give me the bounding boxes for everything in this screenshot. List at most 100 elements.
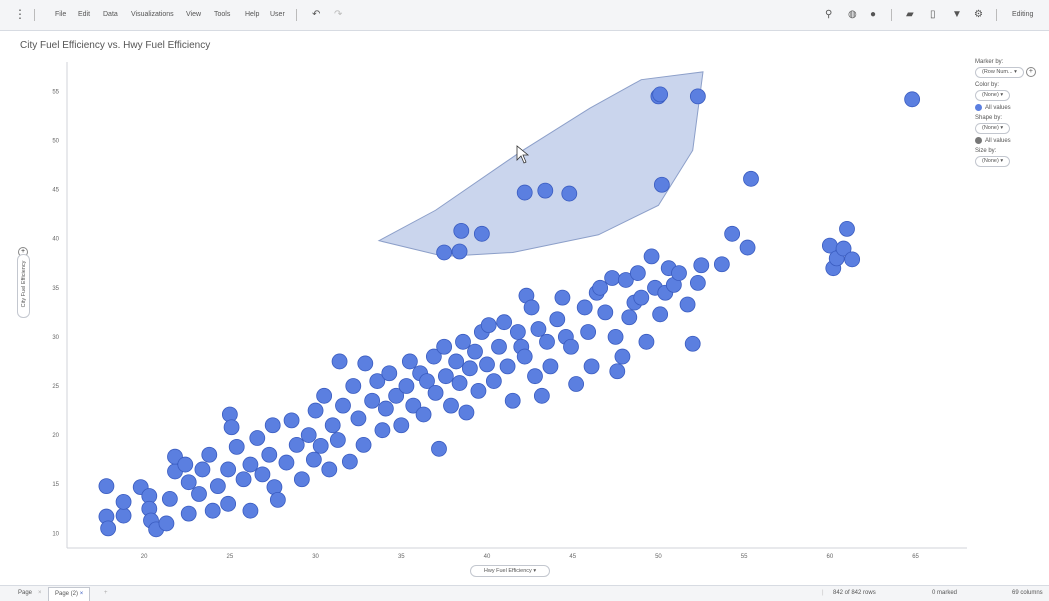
data-point	[305, 451, 322, 468]
data-point	[374, 422, 391, 439]
data-point	[419, 373, 435, 389]
app-menu-icon[interactable]: ⋮	[14, 7, 26, 21]
marker-by-dropdown[interactable]: (Row Num... ▾	[975, 67, 1024, 78]
lasso-selection	[377, 71, 704, 257]
data-point	[341, 453, 358, 470]
close-icon[interactable]: ×	[38, 590, 42, 596]
data-point	[689, 88, 706, 105]
color-all-values: All values	[985, 105, 1011, 112]
data-point	[561, 185, 578, 202]
data-point	[533, 387, 550, 404]
add-page-icon[interactable]: +	[104, 590, 108, 596]
data-point	[835, 240, 852, 257]
data-point	[316, 387, 333, 404]
data-point	[614, 348, 631, 365]
data-point	[839, 221, 855, 237]
data-point	[629, 265, 646, 281]
data-point	[448, 353, 465, 370]
shape-by-dropdown[interactable]: (None) ▾	[975, 123, 1011, 135]
data-point	[693, 257, 710, 274]
data-point	[427, 384, 444, 401]
data-point	[115, 507, 132, 524]
row-count: 842 of 842 rows	[833, 590, 876, 596]
tab-page-2[interactable]: Page (2) ×	[48, 587, 91, 601]
data-point	[335, 397, 351, 414]
data-point	[597, 304, 614, 321]
menu-visualizations[interactable]: Visualizations	[131, 11, 174, 18]
menu-data[interactable]: Data	[103, 11, 118, 18]
data-point	[499, 358, 516, 375]
x-tick-label: 35	[398, 554, 405, 560]
data-point	[724, 225, 741, 242]
data-point	[485, 373, 502, 389]
data-point	[220, 495, 237, 512]
data-point	[467, 343, 483, 360]
data-point	[473, 225, 490, 242]
visualization-title: City Fuel Efficiency vs. Hwy Fuel Effici…	[20, 40, 211, 51]
menu-tools[interactable]: Tools	[214, 11, 231, 18]
add-icon[interactable]: +	[1025, 67, 1036, 77]
menu-edit[interactable]: Edit	[78, 11, 91, 18]
shape-swatch-icon	[975, 137, 982, 145]
data-point	[617, 272, 634, 288]
data-point	[329, 432, 346, 448]
close-icon[interactable]: ×	[79, 591, 84, 597]
data-point	[242, 456, 259, 473]
size-by-value: (None)	[982, 158, 999, 165]
data-point	[621, 309, 638, 326]
redo-icon[interactable]: ↷	[334, 9, 343, 20]
tab-page[interactable]: Page	[18, 590, 33, 596]
size-by-dropdown[interactable]: (None) ▾	[975, 156, 1011, 168]
data-point	[633, 289, 650, 306]
x-tick-label: 30	[312, 554, 319, 560]
menu-file[interactable]: File	[55, 11, 67, 18]
menu-help[interactable]: Help	[245, 11, 260, 18]
y-tick-label: 35	[52, 286, 59, 292]
editing-mode[interactable]: Editing	[1012, 11, 1034, 18]
data-point	[364, 392, 381, 409]
data-point	[161, 491, 178, 507]
data-point	[398, 378, 415, 394]
comment-icon[interactable]: ▰	[906, 9, 914, 20]
data-point	[180, 505, 197, 522]
data-point	[401, 353, 418, 370]
shape-by-label: Shape by:	[975, 115, 1003, 122]
data-point	[607, 329, 624, 345]
data-point	[537, 182, 554, 199]
x-axis-selector-label: Hwy Fuel Efficiency	[483, 568, 532, 574]
x-axis-selector[interactable]: Hwy Fuel Efficiency ▾	[470, 565, 550, 577]
filter-icon[interactable]: ▼	[952, 9, 962, 20]
data-point	[516, 184, 533, 201]
globe-icon[interactable]: ◍	[848, 9, 857, 20]
search-icon[interactable]: ⚲	[825, 9, 833, 20]
color-by-dropdown[interactable]: (None) ▾	[975, 90, 1011, 101]
undo-icon[interactable]: ↶	[312, 9, 321, 20]
y-axis-selector[interactable]: City Fuel Efficiency	[17, 254, 30, 318]
data-point	[350, 410, 367, 427]
color-by-value: (None)	[982, 92, 999, 98]
bookmark-icon[interactable]: ▯	[930, 9, 936, 20]
color-swatch-icon	[975, 104, 982, 111]
menu-view[interactable]: View	[186, 11, 202, 18]
data-point	[228, 438, 245, 455]
lasso-region	[377, 71, 704, 257]
gear-icon[interactable]: ⚙	[974, 9, 983, 20]
marker-by-label: Marker by:	[975, 59, 1004, 65]
x-tick-label: 60	[827, 554, 834, 560]
data-point	[451, 375, 468, 391]
data-point	[461, 360, 478, 377]
data-point	[638, 333, 655, 350]
data-point	[576, 299, 593, 316]
data-point	[453, 222, 470, 239]
x-tick-label: 20	[141, 554, 148, 560]
legend-panel: Marker by: (Row Num... ▾ + Color by: (Non…	[975, 58, 1045, 170]
data-point	[713, 256, 730, 273]
data-point	[516, 348, 533, 365]
notification-icon[interactable]: ●	[870, 9, 877, 20]
data-point	[393, 417, 410, 434]
data-point	[436, 338, 453, 355]
menu-user[interactable]: User	[270, 11, 285, 18]
marked-count: 0 marked	[932, 590, 958, 596]
toolbar: ⋮ File Edit Data Visualizations View Too…	[0, 0, 1049, 31]
